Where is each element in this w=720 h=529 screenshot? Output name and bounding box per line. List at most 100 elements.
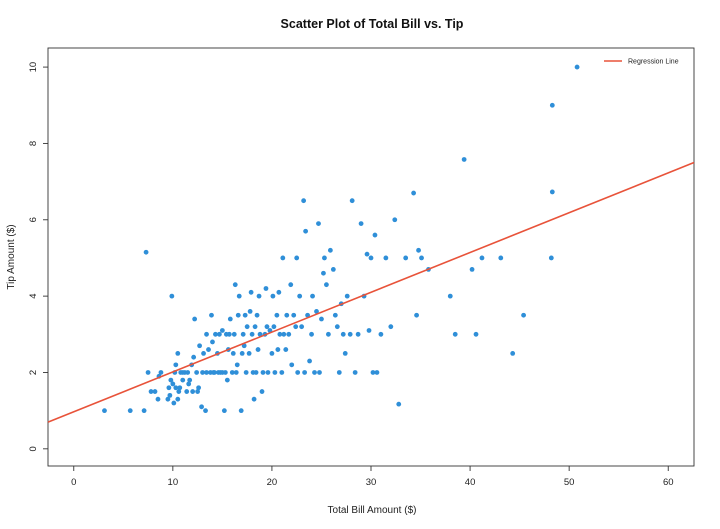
data-point — [177, 385, 183, 391]
data-point — [277, 331, 283, 337]
x-axis-label: Total Bill Amount ($) — [328, 505, 417, 516]
data-point — [180, 377, 186, 383]
data-point — [199, 404, 204, 410]
data-point — [155, 396, 161, 402]
data-point — [510, 350, 516, 356]
data-point — [416, 247, 421, 253]
data-point — [334, 324, 340, 330]
data-point — [192, 316, 198, 322]
data-point — [295, 370, 301, 375]
data-point — [191, 354, 197, 360]
data-point — [270, 293, 276, 299]
data-point — [254, 312, 260, 318]
data-point — [302, 370, 308, 375]
data-point — [274, 312, 280, 318]
y-tick-label-10: 10 — [28, 62, 39, 73]
data-point — [242, 312, 248, 318]
data-point — [148, 389, 154, 394]
data-point — [332, 312, 338, 318]
data-point — [264, 324, 270, 330]
data-point — [374, 370, 380, 375]
data-point — [355, 331, 361, 337]
data-point — [222, 370, 228, 375]
data-point — [158, 370, 164, 375]
data-point — [378, 331, 384, 337]
data-point — [229, 370, 235, 375]
data-point — [240, 331, 246, 337]
data-point — [309, 331, 314, 337]
data-point — [224, 377, 230, 383]
data-point — [325, 331, 331, 337]
data-point — [314, 308, 319, 314]
data-point — [217, 331, 222, 337]
data-point — [452, 331, 458, 337]
data-point — [212, 370, 217, 375]
data-point — [175, 396, 181, 402]
y-tick-label-8: 8 — [28, 141, 39, 146]
data-point — [327, 247, 333, 253]
data-point — [230, 350, 236, 356]
data-point — [201, 350, 206, 356]
data-point — [246, 350, 252, 356]
regression-line — [47, 161, 695, 423]
data-point — [195, 389, 201, 394]
data-point — [316, 221, 321, 226]
data-point — [291, 312, 297, 318]
data-point — [206, 347, 211, 352]
data-point — [171, 400, 177, 406]
data-point — [152, 389, 158, 394]
data-point — [396, 401, 402, 407]
data-point — [498, 255, 504, 261]
data-point — [473, 331, 479, 337]
data-point — [234, 362, 240, 368]
data-point — [269, 350, 275, 356]
data-point — [549, 189, 555, 195]
data-point — [221, 408, 227, 414]
data-point — [280, 255, 286, 261]
data-point — [307, 358, 312, 364]
scatter-points — [102, 64, 580, 414]
data-point — [168, 377, 174, 383]
data-point — [176, 389, 182, 394]
y-axis-label: Tip Amount ($) — [6, 224, 17, 289]
data-point — [275, 347, 281, 352]
y-axis: 0 2 4 6 8 10 — [28, 62, 48, 451]
x-axis: 0 10 20 30 40 50 60 — [71, 466, 674, 488]
data-point — [352, 370, 358, 375]
data-point — [252, 324, 258, 330]
data-point — [312, 370, 317, 375]
data-point — [204, 370, 209, 375]
data-point — [392, 217, 398, 223]
x-tick-label-20: 20 — [267, 477, 278, 488]
data-point — [321, 270, 326, 276]
y-tick-label-2: 2 — [28, 370, 39, 375]
data-point — [414, 312, 419, 318]
data-point — [447, 293, 453, 299]
data-point — [293, 324, 299, 330]
data-point — [281, 331, 287, 337]
data-point — [248, 289, 254, 295]
data-point — [521, 312, 526, 318]
data-point — [297, 293, 303, 299]
data-point — [479, 255, 485, 261]
data-point — [301, 198, 307, 204]
x-tick-label-50: 50 — [564, 477, 575, 488]
data-point — [165, 396, 171, 402]
data-point — [330, 267, 336, 272]
x-tick-label-60: 60 — [663, 477, 674, 488]
data-point — [167, 392, 173, 398]
data-point — [283, 347, 289, 352]
data-point — [263, 286, 269, 291]
data-point — [197, 343, 202, 349]
data-point — [340, 331, 346, 337]
data-point — [175, 350, 181, 356]
data-point — [349, 198, 355, 204]
data-point — [235, 312, 241, 318]
data-point — [286, 331, 292, 337]
data-point — [419, 255, 424, 261]
data-point — [383, 255, 389, 261]
x-tick-label-10: 10 — [168, 477, 179, 488]
data-point — [127, 408, 133, 414]
data-point — [372, 232, 378, 238]
data-point — [239, 350, 245, 356]
